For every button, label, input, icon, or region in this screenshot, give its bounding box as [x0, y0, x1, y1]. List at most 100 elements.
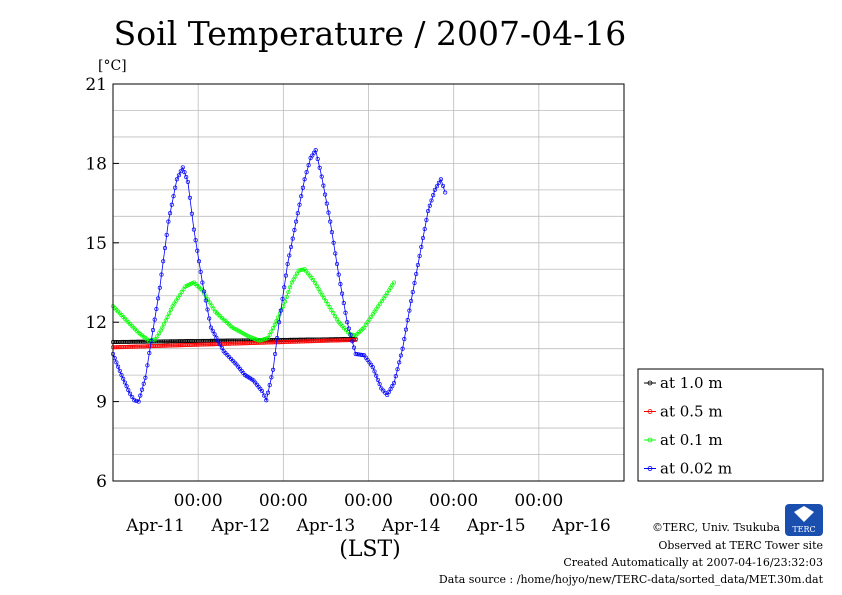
series-point	[378, 301, 383, 306]
series-point	[280, 296, 285, 301]
series-point	[414, 271, 419, 277]
x-tick-date-label: Apr-12	[210, 516, 270, 536]
series-point	[400, 346, 405, 351]
created-text: Created Automatically at 2007-04-16/23:3…	[563, 556, 823, 569]
chart-title: Soil Temperature / 2007-04-16	[114, 14, 627, 53]
series-point	[185, 179, 190, 184]
series-point	[262, 393, 267, 398]
series-point	[134, 398, 139, 403]
series-point	[287, 253, 292, 258]
series-point	[331, 311, 336, 316]
series-point	[274, 319, 279, 324]
x-tick-date-label: Apr-13	[296, 516, 356, 536]
series-point	[434, 184, 439, 189]
series-point	[122, 380, 127, 385]
series-point	[161, 259, 166, 264]
series-point	[386, 389, 391, 395]
series-point	[176, 173, 181, 178]
series-point	[157, 285, 162, 290]
series-point	[376, 304, 381, 309]
series-point	[156, 296, 161, 301]
series-point	[412, 280, 417, 286]
legend-swatch-marker	[647, 466, 653, 471]
x-tick-time-label: 00:00	[259, 491, 308, 511]
x-axis-label: (LST)	[339, 537, 401, 562]
series-point	[209, 303, 214, 308]
series-point	[166, 219, 171, 224]
series-point	[143, 375, 148, 380]
series-point	[405, 318, 410, 323]
series-point	[168, 307, 173, 312]
series-point	[360, 352, 365, 358]
series-point	[438, 177, 443, 182]
x-tick-time-label: 00:00	[174, 491, 223, 511]
y-axis-unit: [°C]	[98, 58, 127, 74]
series-point	[171, 194, 176, 199]
series-point	[332, 314, 338, 319]
series-point	[269, 329, 274, 334]
series-point	[393, 374, 398, 379]
series-point	[341, 301, 346, 306]
series-point	[336, 272, 341, 277]
series-point	[288, 244, 294, 250]
series-point	[290, 236, 295, 241]
series-point	[424, 217, 429, 223]
series-point	[288, 285, 293, 290]
series-point	[145, 363, 150, 368]
series-point	[180, 165, 185, 170]
series-point	[440, 183, 446, 188]
series-point	[343, 310, 348, 315]
series-point	[173, 185, 178, 190]
plot-frame	[112, 83, 625, 482]
series-point	[283, 273, 288, 278]
series-point	[277, 320, 282, 325]
series-point	[325, 302, 330, 307]
series-point	[297, 202, 302, 207]
series-point	[345, 320, 350, 325]
series-point	[191, 227, 196, 232]
x-tick-date-label: Apr-16	[551, 516, 611, 536]
series-point	[156, 331, 162, 336]
series-point	[204, 294, 209, 299]
series-point	[313, 148, 318, 153]
series-point	[176, 295, 181, 300]
series-point	[154, 306, 159, 312]
series-point	[177, 292, 182, 298]
series-point	[402, 337, 407, 342]
series-point	[214, 335, 219, 340]
series-point	[419, 244, 424, 250]
series-point	[174, 298, 179, 303]
series-point	[151, 337, 156, 342]
series-point	[187, 195, 192, 200]
series-point	[334, 261, 340, 267]
legend-label: at 1.0 m	[660, 374, 723, 392]
grid-lines	[113, 84, 624, 481]
series-point	[285, 261, 290, 267]
y-tick-label: 9	[96, 393, 107, 413]
series-point	[426, 208, 431, 214]
series-line	[112, 268, 395, 342]
x-tick-time-label: 00:00	[514, 491, 563, 511]
series-point	[323, 298, 328, 304]
series-point	[306, 163, 311, 168]
series-point	[353, 337, 358, 342]
series-point	[169, 202, 174, 207]
series-line	[112, 149, 446, 403]
legend-swatch-marker	[647, 437, 653, 443]
series-point	[328, 219, 333, 224]
series-point	[415, 262, 420, 268]
series-point	[117, 368, 122, 373]
series-point	[381, 296, 386, 301]
y-tick-label: 15	[85, 234, 107, 254]
logo-text: TERC	[792, 525, 815, 534]
series-point	[203, 298, 208, 303]
series-point	[211, 306, 216, 311]
series-point	[271, 367, 276, 372]
series-point	[321, 183, 326, 188]
series-point	[279, 307, 284, 313]
series-point	[318, 289, 323, 295]
series-point	[162, 246, 168, 251]
x-tick-date-label: Apr-14	[381, 516, 441, 536]
series-point	[138, 393, 143, 398]
